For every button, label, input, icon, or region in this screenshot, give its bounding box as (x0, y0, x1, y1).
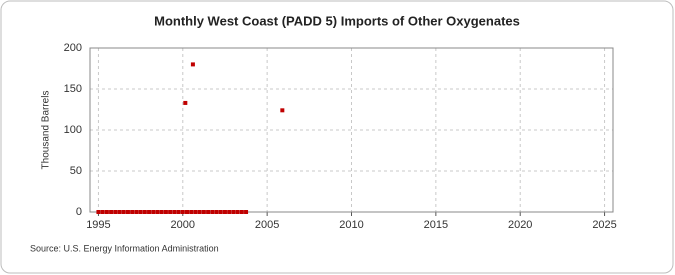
y-tick-label: 100 (64, 124, 82, 136)
data-point (142, 210, 147, 214)
data-point (159, 210, 164, 214)
data-point (189, 210, 194, 214)
x-tick-label: 1995 (86, 219, 110, 231)
data-point (222, 210, 227, 214)
data-point (163, 210, 168, 214)
data-point (218, 210, 223, 214)
data-point (201, 210, 206, 214)
data-point (104, 210, 109, 214)
data-point (235, 210, 240, 214)
data-point (100, 210, 105, 214)
data-point (147, 210, 152, 214)
data-point (155, 210, 160, 214)
x-tick-label: 2000 (171, 219, 195, 231)
data-point (280, 108, 285, 113)
data-point (197, 210, 202, 214)
data-point (180, 210, 185, 214)
x-tick-label: 2010 (339, 219, 363, 231)
y-tick-label: 0 (76, 206, 82, 218)
y-axis-label: Thousand Barrels (41, 91, 52, 170)
source-note: Source: U.S. Energy Information Administ… (30, 243, 219, 253)
data-point (231, 210, 236, 214)
data-point (96, 210, 101, 214)
chart-title: Monthly West Coast (PADD 5) Imports of O… (154, 13, 520, 28)
x-tick-label: 2005 (255, 219, 279, 231)
data-point (183, 100, 188, 105)
data-point (190, 62, 195, 67)
data-point (151, 210, 156, 214)
data-point (121, 210, 126, 214)
data-point (125, 210, 130, 214)
data-point (227, 210, 232, 214)
data-point (117, 210, 122, 214)
data-point (193, 210, 198, 214)
y-tick-label: 50 (70, 165, 82, 177)
data-point (176, 210, 181, 214)
data-point (244, 210, 249, 214)
data-point (239, 210, 244, 214)
y-tick-label: 200 (64, 42, 82, 54)
data-point (168, 210, 173, 214)
data-point (210, 210, 215, 214)
data-point (185, 210, 190, 214)
data-point (113, 210, 118, 214)
data-point (109, 210, 114, 214)
data-point (214, 210, 219, 214)
x-tick-label: 2015 (424, 219, 448, 231)
data-point (130, 210, 135, 214)
y-tick-label: 150 (64, 83, 82, 95)
x-tick-label: 2020 (508, 219, 532, 231)
data-point (206, 210, 211, 214)
data-point (138, 210, 143, 214)
data-point (172, 210, 177, 214)
x-tick-label: 2025 (592, 219, 616, 231)
plot-frame (89, 47, 614, 213)
data-point (134, 210, 139, 214)
